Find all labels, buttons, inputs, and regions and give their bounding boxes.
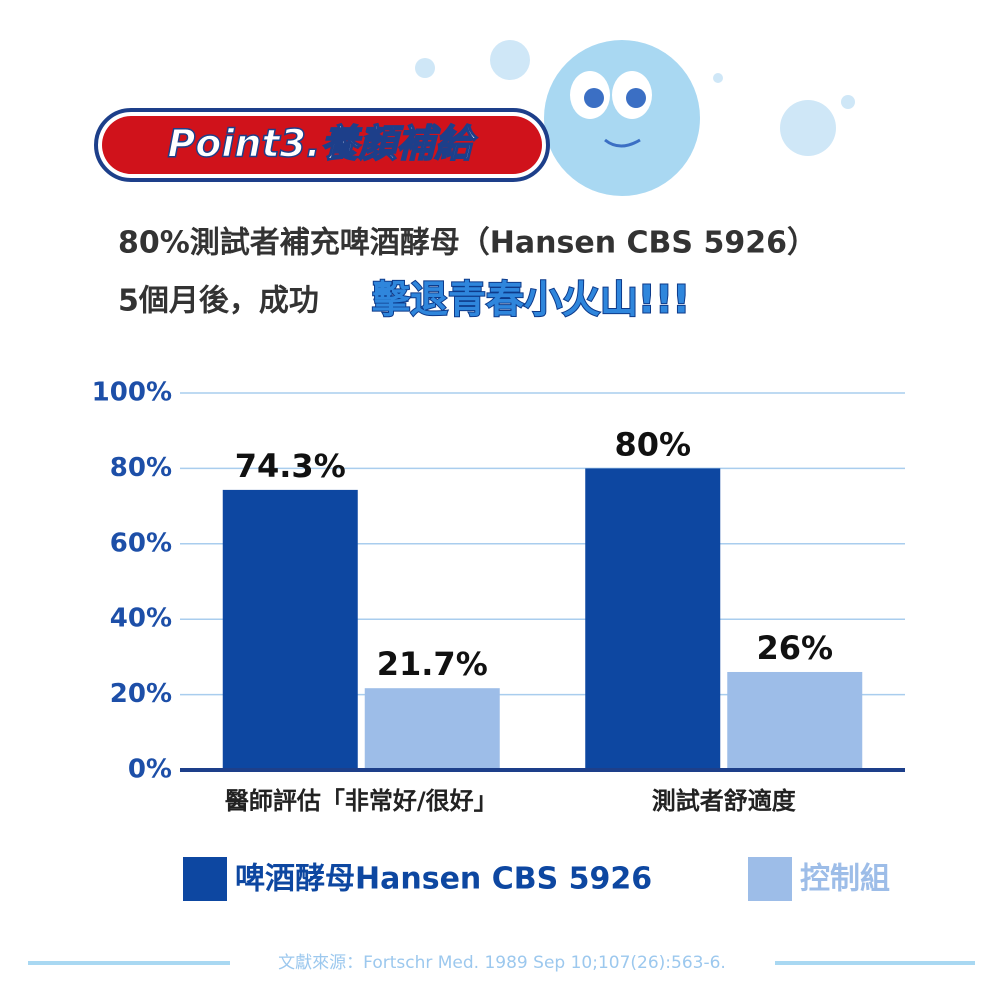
x-tick-label: 醫師評估「非常好/很好」 (225, 787, 498, 815)
x-tick-label: 測試者舒適度 (652, 787, 797, 815)
y-tick-label: 0% (128, 755, 172, 785)
bar (585, 468, 721, 770)
bar (222, 489, 358, 770)
y-tick-label: 40% (110, 604, 172, 634)
subtitle: 80%測試者補充啤酒酵母（Hansen CBS 5926） (118, 226, 817, 261)
y-tick-label: 20% (110, 679, 172, 709)
legend-swatch (183, 857, 227, 901)
chart-title: Point3.養顏補給 (167, 122, 478, 166)
bar (364, 688, 500, 770)
mascot (415, 40, 855, 196)
y-tick-label: 100% (92, 378, 172, 408)
legend-label: 啤酒酵母Hansen CBS 5926 (235, 862, 652, 897)
highlight: 擊退青春小火山!!! (372, 278, 690, 322)
subtitle: 5個月後，成功 (118, 284, 319, 319)
bar (727, 671, 863, 770)
value-label: 80% (614, 425, 691, 463)
value-label: 26% (756, 629, 833, 667)
value-label: 21.7% (377, 645, 488, 683)
legend-label: 控制組 (800, 862, 890, 897)
value-label: 74.3% (235, 447, 346, 485)
legend-swatch (748, 857, 792, 901)
y-tick-label: 60% (110, 528, 172, 558)
title-badge: Point3.養顏補給 (94, 108, 550, 182)
source: 文獻來源：Fortschr Med. 1989 Sep 10;107(26):5… (278, 953, 726, 973)
y-tick-label: 80% (110, 453, 172, 483)
